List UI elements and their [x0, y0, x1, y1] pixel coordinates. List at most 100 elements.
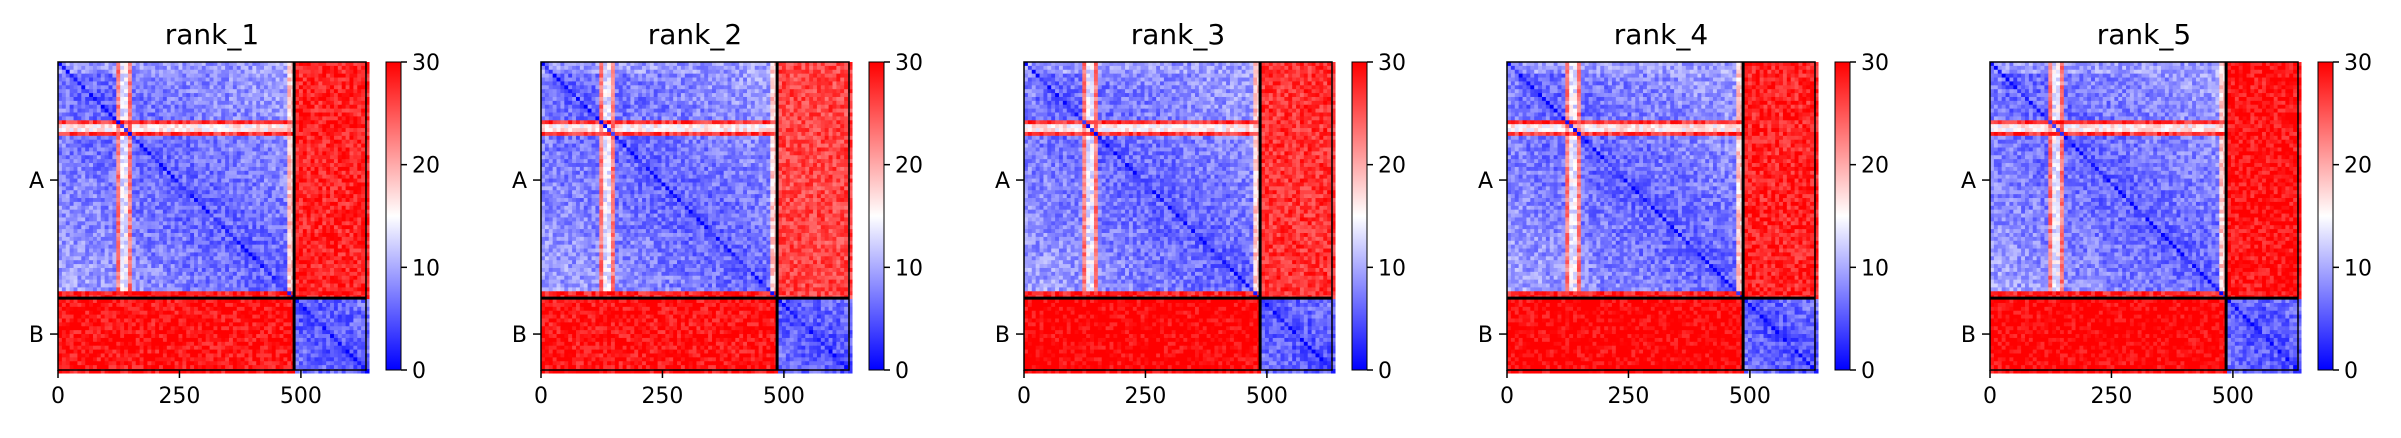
heatmap-cell: [330, 128, 334, 132]
heatmap-cell: [346, 113, 350, 117]
heatmap-cell: [287, 260, 291, 264]
heatmap-cell: [151, 140, 155, 144]
heatmap-cell: [62, 120, 66, 124]
heatmap-cell: [322, 264, 326, 268]
heatmap-cell: [342, 70, 346, 74]
heatmap-cell: [62, 252, 66, 256]
heatmap-cell: [326, 249, 330, 253]
heatmap-cell: [112, 225, 116, 229]
heatmap-cell: [264, 171, 268, 175]
heatmap-cell: [70, 101, 74, 105]
heatmap-cell: [318, 89, 322, 93]
heatmap-cell: [245, 70, 249, 74]
heatmap-cell: [97, 113, 101, 117]
heatmap-cell: [128, 287, 132, 291]
heatmap-cell: [318, 287, 322, 291]
heatmap-cell: [287, 186, 291, 190]
heatmap-cell: [178, 89, 182, 93]
heatmap-cell: [295, 210, 299, 214]
heatmap-cell: [326, 97, 330, 101]
heatmap-cell: [109, 93, 113, 97]
heatmap-cell: [206, 284, 210, 288]
heatmap-cell: [144, 186, 148, 190]
heatmap-cell: [167, 120, 171, 124]
heatmap-cell: [318, 202, 322, 206]
heatmap-cell: [303, 202, 307, 206]
heatmap-cell: [151, 264, 155, 268]
heatmap-cell: [295, 128, 299, 132]
heatmap-cell: [171, 144, 175, 148]
heatmap-cell: [264, 291, 268, 295]
heatmap-cell: [213, 186, 217, 190]
heatmap-cell: [190, 140, 194, 144]
heatmap-cell: [182, 144, 186, 148]
heatmap-cell: [198, 105, 202, 109]
heatmap-cell: [155, 241, 159, 245]
heatmap-cell: [163, 97, 167, 101]
heatmap-cell: [132, 171, 136, 175]
heatmap-cell: [163, 272, 167, 276]
heatmap-cell: [311, 284, 315, 288]
heatmap-cell: [315, 128, 319, 132]
heatmap-cell: [342, 221, 346, 225]
heatmap-cell: [260, 272, 264, 276]
heatmap-cell: [283, 190, 287, 194]
heatmap-cell: [159, 276, 163, 280]
heatmap-cell: [85, 144, 89, 148]
heatmap-cell: [136, 299, 140, 303]
heatmap-cell: [190, 89, 194, 93]
heatmap-cell: [357, 124, 361, 128]
heatmap-cell: [182, 85, 186, 89]
heatmap-cell: [346, 144, 350, 148]
heatmap-cell: [66, 190, 70, 194]
heatmap-cell: [280, 268, 284, 272]
heatmap-cell: [198, 268, 202, 272]
heatmap-cell: [190, 210, 194, 214]
heatmap-cell: [357, 179, 361, 183]
heatmap-cell: [213, 233, 217, 237]
heatmap-cell: [334, 74, 338, 78]
heatmap-cell: [77, 225, 81, 229]
heatmap-cell: [116, 233, 120, 237]
heatmap-cell: [357, 163, 361, 167]
heatmap-cell: [233, 291, 237, 295]
heatmap-cell: [307, 113, 311, 117]
heatmap-cell: [167, 303, 171, 307]
heatmap-cell: [159, 132, 163, 136]
heatmap-cell: [105, 93, 109, 97]
heatmap-cell: [221, 70, 225, 74]
heatmap-cell: [326, 132, 330, 136]
heatmap-cell: [248, 198, 252, 202]
heatmap-cell: [346, 151, 350, 155]
heatmap-cell: [74, 101, 78, 105]
heatmap-cell: [171, 186, 175, 190]
heatmap-cell: [97, 241, 101, 245]
heatmap-cell: [248, 214, 252, 218]
heatmap-cell: [213, 132, 217, 136]
heatmap-cell: [202, 159, 206, 163]
heatmap-cell: [178, 113, 182, 117]
heatmap-cell: [276, 217, 280, 221]
heatmap-cell: [307, 252, 311, 256]
heatmap-cell: [241, 241, 245, 245]
heatmap-cell: [248, 163, 252, 167]
heatmap-cell: [151, 272, 155, 276]
heatmap-cell: [256, 268, 260, 272]
heatmap-cell: [268, 120, 272, 124]
heatmap-cell: [182, 233, 186, 237]
heatmap-cell: [311, 132, 315, 136]
heatmap-cell: [311, 70, 315, 74]
heatmap-cell: [229, 268, 233, 272]
heatmap-cell: [280, 284, 284, 288]
heatmap-cell: [225, 276, 229, 280]
heatmap-cell: [245, 148, 249, 152]
heatmap-cell: [229, 210, 233, 214]
heatmap-cell: [97, 101, 101, 105]
heatmap-cell: [252, 268, 256, 272]
heatmap-cell: [194, 272, 198, 276]
heatmap-cell: [229, 233, 233, 237]
heatmap-cell: [357, 182, 361, 186]
heatmap-cell: [248, 225, 252, 229]
heatmap-cell: [70, 167, 74, 171]
heatmap-cell: [81, 148, 85, 152]
